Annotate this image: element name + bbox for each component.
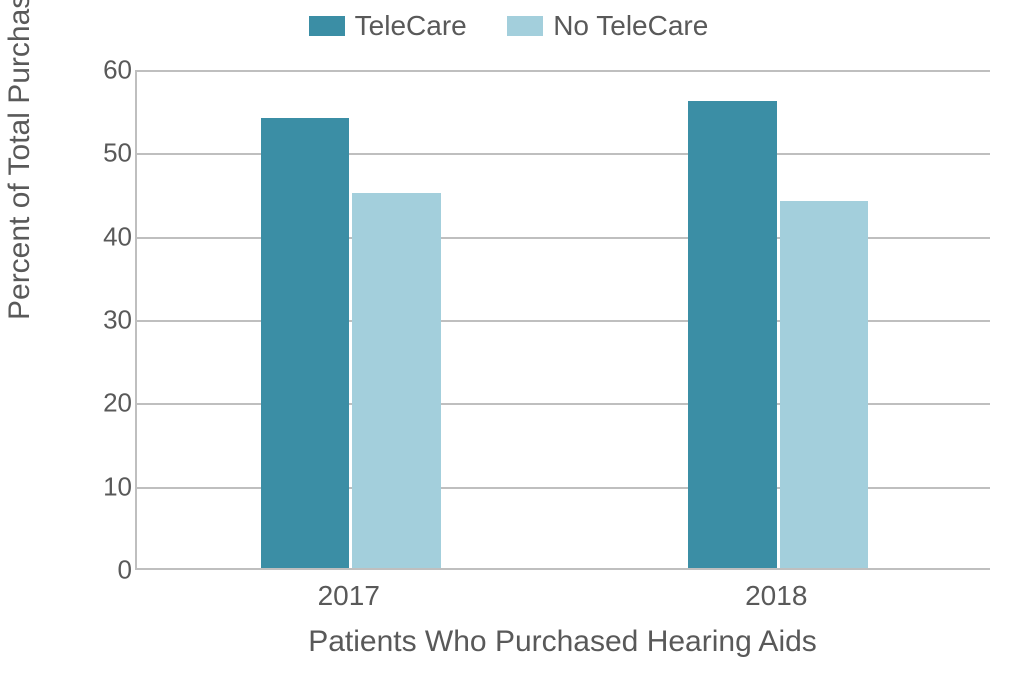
legend-item-no-telecare: No TeleCare: [507, 10, 708, 42]
x-tick-label: 2017: [318, 580, 380, 612]
y-tick-label: 0: [82, 555, 132, 586]
y-tick-label: 20: [82, 388, 132, 419]
x-axis-title: Patients Who Purchased Hearing Aids: [135, 625, 990, 659]
legend-item-telecare: TeleCare: [309, 10, 467, 42]
y-tick-label: 10: [82, 471, 132, 502]
y-axis-title: Percent of Total Purchases: [3, 0, 37, 320]
y-tick-label: 60: [82, 55, 132, 86]
y-tick-label: 50: [82, 138, 132, 169]
bar: [780, 201, 868, 568]
legend-label-telecare: TeleCare: [355, 10, 467, 42]
bar: [352, 193, 440, 568]
bar: [688, 101, 776, 568]
legend-swatch-no-telecare: [507, 16, 543, 36]
gridline: [137, 70, 990, 72]
legend-swatch-telecare: [309, 16, 345, 36]
y-tick-label: 40: [82, 221, 132, 252]
legend: TeleCare No TeleCare: [0, 10, 1017, 42]
legend-label-no-telecare: No TeleCare: [553, 10, 708, 42]
bar: [261, 118, 349, 568]
chart-container: TeleCare No TeleCare Percent of Total Pu…: [0, 0, 1017, 687]
plot-area: [135, 70, 990, 570]
x-tick-label: 2018: [745, 580, 807, 612]
y-tick-label: 30: [82, 305, 132, 336]
